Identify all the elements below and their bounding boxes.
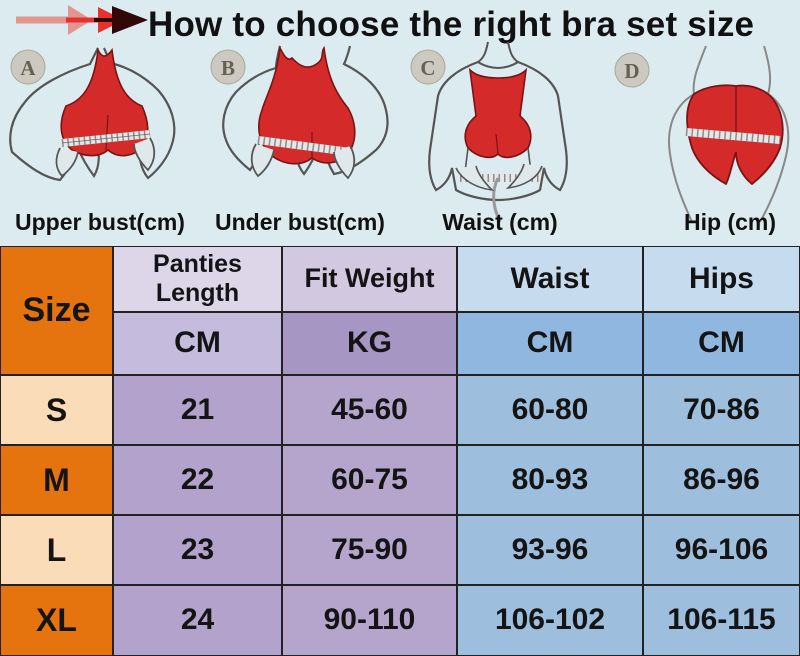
svg-text:A: A xyxy=(20,56,36,80)
svg-text:D: D xyxy=(624,59,639,83)
svg-text:B: B xyxy=(221,56,235,80)
svg-text:Waist (cm): Waist (cm) xyxy=(442,209,557,235)
svg-text:Upper bust(cm): Upper bust(cm) xyxy=(15,209,185,235)
svg-text:Hip (cm): Hip (cm) xyxy=(684,209,776,235)
svg-text:Under bust(cm): Under bust(cm) xyxy=(215,209,385,235)
svg-text:C: C xyxy=(420,56,435,80)
svg-text:How to choose the right bra se: How to choose the right bra set size xyxy=(148,5,754,44)
